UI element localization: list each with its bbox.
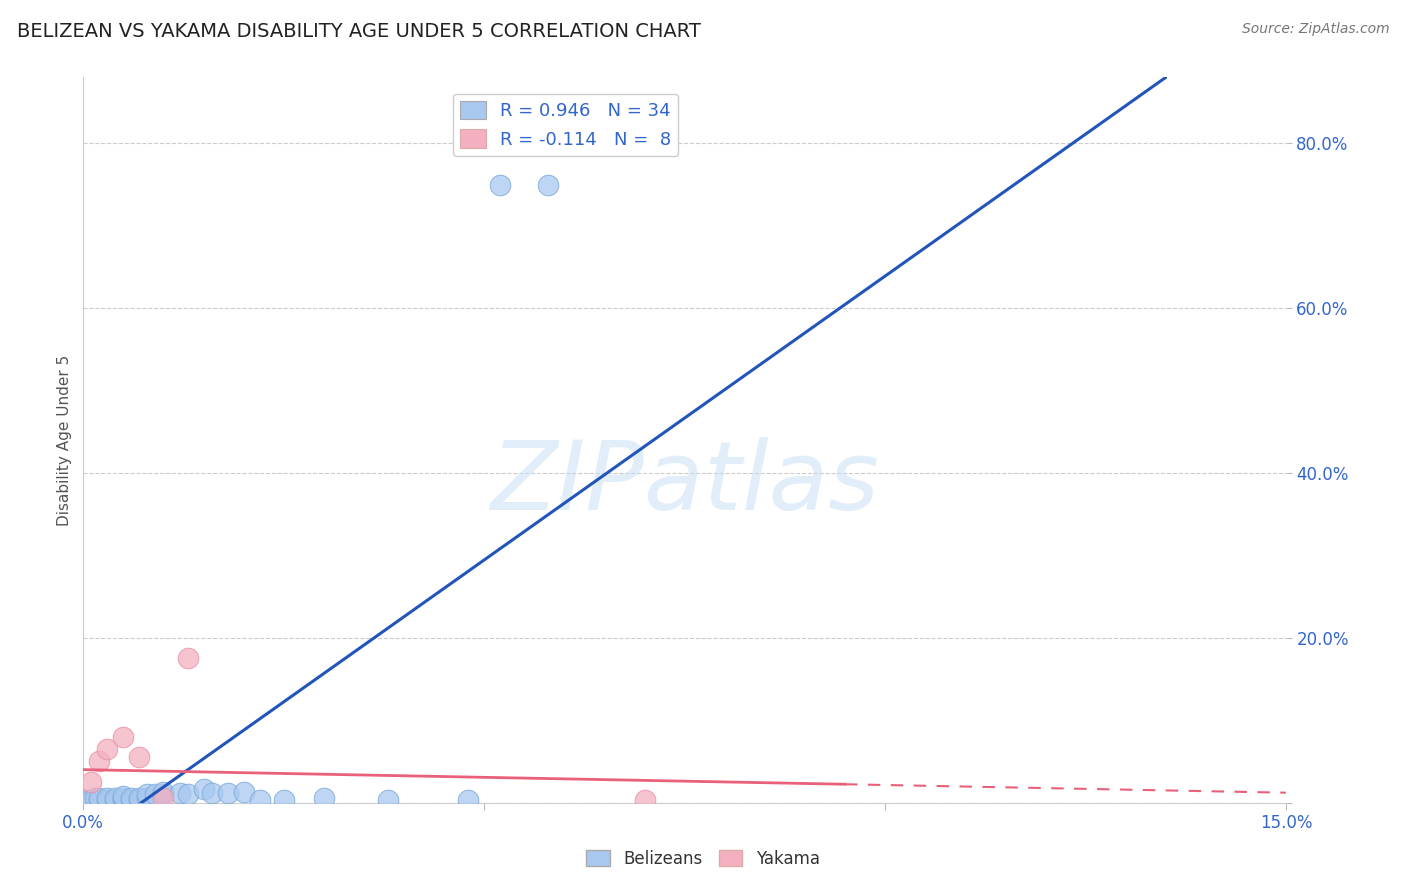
- Belizeans: [104, 791, 127, 805]
- Belizeans: [152, 785, 174, 799]
- Yakama: [80, 775, 103, 789]
- Belizeans: [89, 791, 111, 805]
- Yakama: [633, 793, 655, 807]
- Text: ZIPatlas: ZIPatlas: [491, 437, 879, 530]
- Belizeans: [193, 782, 215, 797]
- Belizeans: [89, 793, 111, 807]
- Belizeans: [232, 785, 254, 799]
- Belizeans: [152, 788, 174, 802]
- Legend: Belizeans, Yakama: Belizeans, Yakama: [579, 844, 827, 875]
- Text: Source: ZipAtlas.com: Source: ZipAtlas.com: [1241, 22, 1389, 37]
- Belizeans: [96, 793, 118, 807]
- Belizeans: [84, 791, 107, 805]
- Belizeans: [537, 178, 560, 192]
- Belizeans: [136, 788, 159, 802]
- Belizeans: [145, 788, 167, 802]
- Belizeans: [273, 793, 295, 807]
- Belizeans: [112, 793, 135, 807]
- Legend: R = 0.946   N = 34, R = -0.114   N =  8: R = 0.946 N = 34, R = -0.114 N = 8: [453, 94, 678, 156]
- Belizeans: [176, 788, 198, 802]
- Belizeans: [200, 786, 222, 800]
- Belizeans: [104, 793, 127, 807]
- Belizeans: [217, 786, 239, 800]
- Text: BELIZEAN VS YAKAMA DISABILITY AGE UNDER 5 CORRELATION CHART: BELIZEAN VS YAKAMA DISABILITY AGE UNDER …: [17, 22, 700, 41]
- Belizeans: [312, 790, 335, 805]
- Belizeans: [120, 790, 142, 805]
- Belizeans: [96, 790, 118, 805]
- Belizeans: [120, 793, 142, 807]
- Yakama: [128, 750, 150, 764]
- Belizeans: [169, 786, 191, 800]
- Y-axis label: Disability Age Under 5: Disability Age Under 5: [58, 354, 72, 525]
- Belizeans: [128, 793, 150, 807]
- Yakama: [89, 755, 111, 769]
- Belizeans: [377, 793, 399, 807]
- Yakama: [96, 742, 118, 756]
- Belizeans: [80, 793, 103, 807]
- Yakama: [176, 651, 198, 665]
- Belizeans: [489, 178, 512, 192]
- Belizeans: [128, 790, 150, 805]
- Yakama: [152, 790, 174, 805]
- Yakama: [112, 730, 135, 744]
- Belizeans: [112, 790, 135, 805]
- Belizeans: [112, 789, 135, 803]
- Belizeans: [457, 793, 479, 807]
- Belizeans: [136, 790, 159, 805]
- Belizeans: [249, 793, 271, 807]
- Belizeans: [76, 793, 98, 807]
